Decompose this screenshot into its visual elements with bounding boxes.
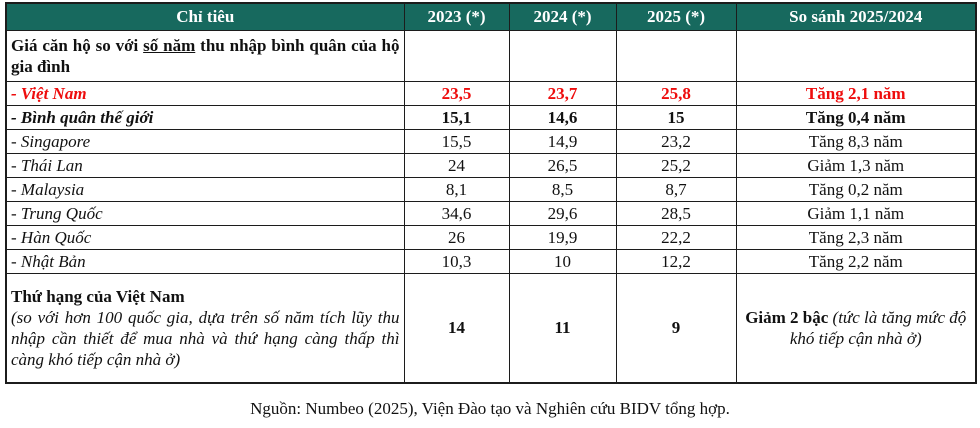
value-cell-2023: 15,1 bbox=[403, 105, 510, 130]
country-label-cell: - Thái Lan bbox=[5, 153, 405, 178]
table-row-vietnam: - Việt Nam 23,5 23,7 25,8 Tăng 2,1 năm bbox=[5, 81, 977, 106]
country-label-cell: - Bình quân thế giới bbox=[5, 105, 405, 130]
ranking-compare-cell: Giảm 2 bậc (tức là tăng mức độ khó tiếp … bbox=[735, 273, 977, 384]
value-cell-2025: 12,2 bbox=[615, 249, 737, 274]
value-cell-2025: 15 bbox=[615, 105, 737, 130]
compare-cell: Tăng 0,2 năm bbox=[735, 177, 977, 202]
value-cell-2023: 15,5 bbox=[403, 129, 510, 154]
table-row-world-average: - Bình quân thế giới 15,1 14,6 15 Tăng 0… bbox=[5, 105, 977, 130]
value-cell-2024: 8,5 bbox=[508, 177, 617, 202]
header-criteria: Chỉ tiêu bbox=[5, 2, 405, 31]
table-row-south-korea: - Hàn Quốc 26 19,9 22,2 Tăng 2,3 năm bbox=[5, 225, 977, 250]
value-cell-2023: 10,3 bbox=[403, 249, 510, 274]
housing-affordability-table: Chỉ tiêu 2023 (*) 2024 (*) 2025 (*) So s… bbox=[5, 2, 977, 384]
value-cell-2023: 23,5 bbox=[403, 81, 510, 106]
source-note: Nguồn: Numbeo (2025), Viện Đào tạo và Ng… bbox=[250, 399, 730, 418]
table-row-china: - Trung Quốc 34,6 29,6 28,5 Giảm 1,1 năm bbox=[5, 201, 977, 226]
ranking-row: Thứ hạng của Việt Nam (so với hơn 100 qu… bbox=[5, 273, 977, 384]
ranking-title: Thứ hạng của Việt Nam bbox=[11, 286, 185, 306]
empty-cell bbox=[403, 30, 510, 82]
value-cell-2025: 23,2 bbox=[615, 129, 737, 154]
country-label-cell: - Singapore bbox=[5, 129, 405, 154]
intro-text-before: Giá căn hộ so với bbox=[11, 35, 144, 55]
value-cell-2024: 19,9 bbox=[508, 225, 617, 250]
compare-cell: Tăng 2,2 năm bbox=[735, 249, 977, 274]
country-label-cell: - Hàn Quốc bbox=[5, 225, 405, 250]
value-cell-2023: 24 bbox=[403, 153, 510, 178]
intro-text-after: thu nhập bình quân của hộ gia đình bbox=[11, 35, 400, 76]
value-cell-2024: 29,6 bbox=[508, 201, 617, 226]
ranking-label-cell: Thứ hạng của Việt Nam (so với hơn 100 qu… bbox=[5, 273, 405, 384]
ranking-value-2023: 14 bbox=[403, 273, 510, 384]
value-cell-2024: 14,6 bbox=[508, 105, 617, 130]
value-cell-2024: 14,9 bbox=[508, 129, 617, 154]
header-2025: 2025 (*) bbox=[615, 2, 737, 31]
header-2023: 2023 (*) bbox=[403, 2, 510, 31]
compare-cell: Tăng 0,4 năm bbox=[735, 105, 977, 130]
header-compare: So sánh 2025/2024 bbox=[735, 2, 977, 31]
table-row-singapore: - Singapore 15,5 14,9 23,2 Tăng 8,3 năm bbox=[5, 129, 977, 154]
compare-cell: Giảm 1,1 năm bbox=[735, 201, 977, 226]
value-cell-2024: 26,5 bbox=[508, 153, 617, 178]
ranking-compare-note: (tức là tăng mức độ khó tiếp cận nhà ở) bbox=[789, 307, 967, 348]
country-label-cell: - Việt Nam bbox=[5, 81, 405, 106]
header-2024: 2024 (*) bbox=[508, 2, 617, 31]
value-cell-2023: 26 bbox=[403, 225, 510, 250]
country-label-cell: - Trung Quốc bbox=[5, 201, 405, 226]
value-cell-2025: 25,2 bbox=[615, 153, 737, 178]
value-cell-2023: 8,1 bbox=[403, 177, 510, 202]
country-label-cell: - Nhật Bản bbox=[5, 249, 405, 274]
value-cell-2025: 28,5 bbox=[615, 201, 737, 226]
intro-text-underlined: số năm bbox=[143, 35, 196, 55]
value-cell-2024: 23,7 bbox=[508, 81, 617, 106]
table-row-japan: - Nhật Bản 10,3 10 12,2 Tăng 2,2 năm bbox=[5, 249, 977, 274]
ranking-compare-bold: Giảm 2 bậc bbox=[745, 307, 829, 327]
compare-cell: Tăng 2,1 năm bbox=[735, 81, 977, 106]
country-label-cell: - Malaysia bbox=[5, 177, 405, 202]
ranking-value-2025: 9 bbox=[615, 273, 737, 384]
value-cell-2025: 25,8 bbox=[615, 81, 737, 106]
intro-row: Giá căn hộ so với số năm thu nhập bình q… bbox=[5, 30, 977, 82]
empty-cell bbox=[735, 30, 977, 82]
ranking-value-2024: 11 bbox=[508, 273, 617, 384]
empty-cell bbox=[615, 30, 737, 82]
value-cell-2023: 34,6 bbox=[403, 201, 510, 226]
header-row: Chỉ tiêu 2023 (*) 2024 (*) 2025 (*) So s… bbox=[5, 2, 977, 31]
ranking-note: (so với hơn 100 quốc gia, dựa trên số nă… bbox=[11, 307, 400, 370]
table-row-thailand: - Thái Lan 24 26,5 25,2 Giảm 1,3 năm bbox=[5, 153, 977, 178]
value-cell-2025: 22,2 bbox=[615, 225, 737, 250]
intro-label-cell: Giá căn hộ so với số năm thu nhập bình q… bbox=[5, 30, 405, 82]
compare-cell: Tăng 8,3 năm bbox=[735, 129, 977, 154]
table-row-malaysia: - Malaysia 8,1 8,5 8,7 Tăng 0,2 năm bbox=[5, 177, 977, 202]
value-cell-2025: 8,7 bbox=[615, 177, 737, 202]
compare-cell: Giảm 1,3 năm bbox=[735, 153, 977, 178]
value-cell-2024: 10 bbox=[508, 249, 617, 274]
empty-cell bbox=[508, 30, 617, 82]
compare-cell: Tăng 2,3 năm bbox=[735, 225, 977, 250]
